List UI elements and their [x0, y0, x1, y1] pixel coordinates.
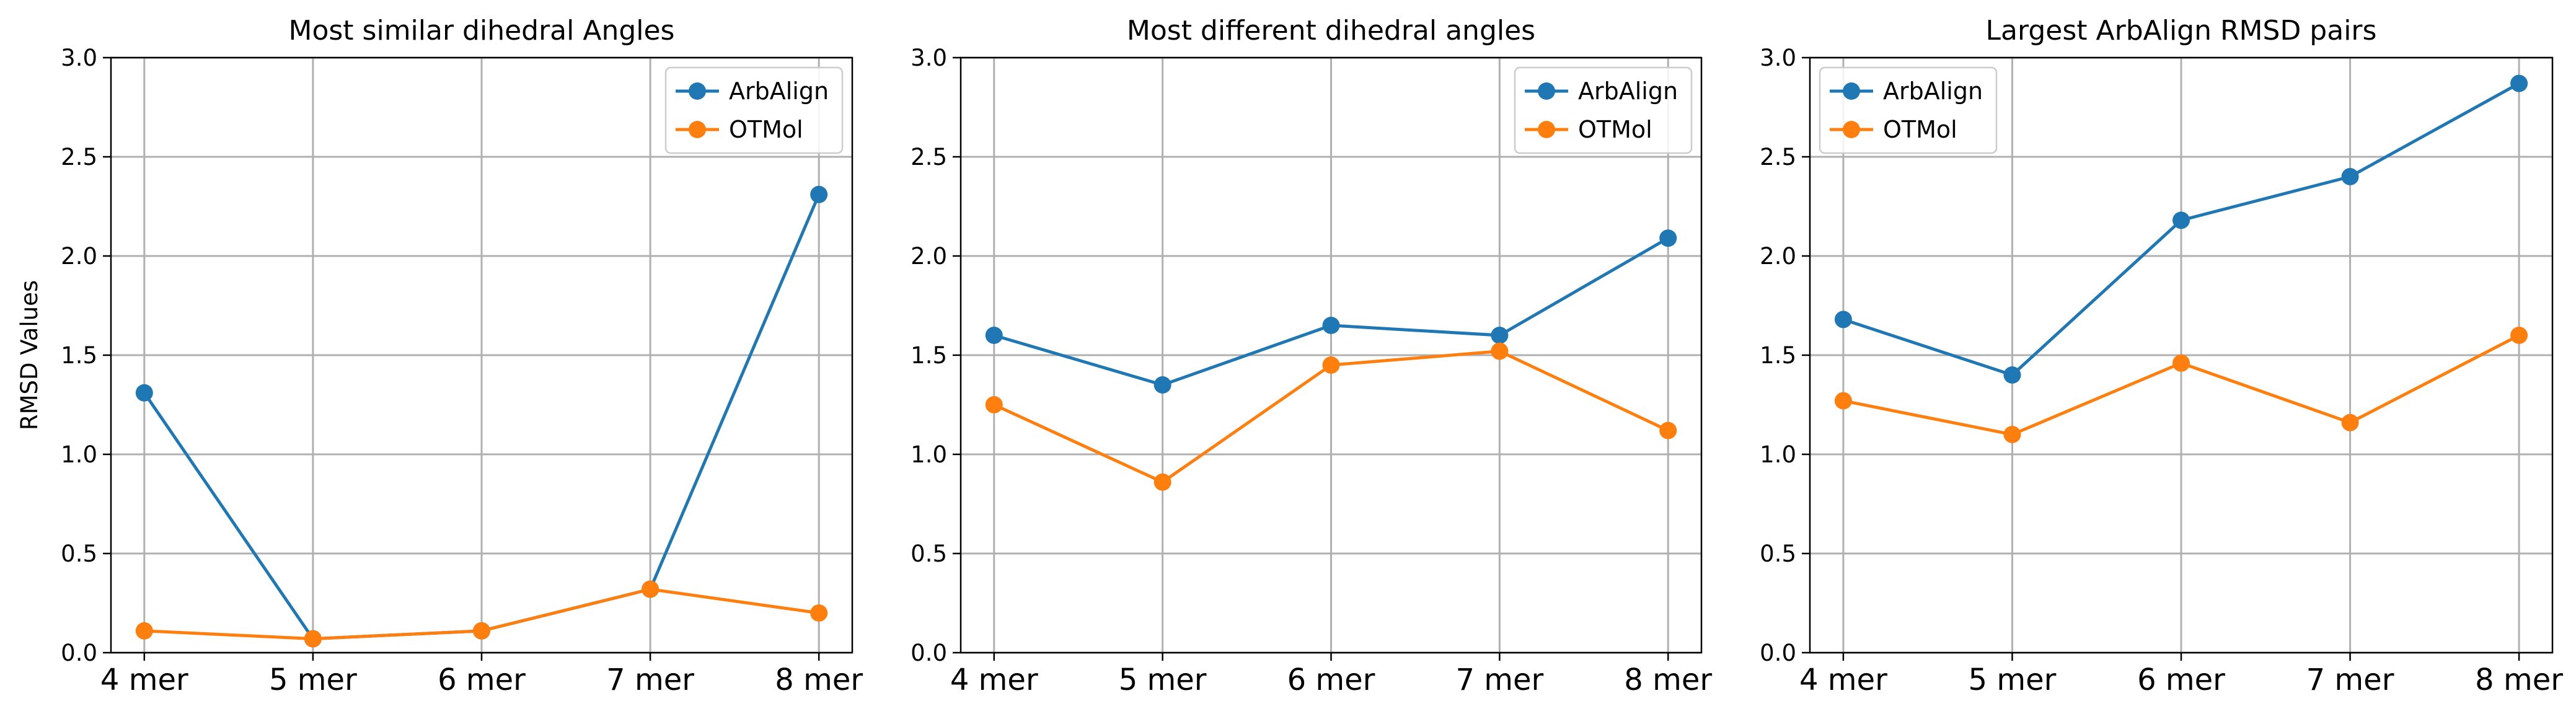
legend-label: ArbAlign	[729, 77, 829, 105]
y-tick-label: 0.0	[911, 640, 947, 666]
data-point-otmol	[2172, 354, 2190, 372]
chart-title: Largest ArbAlign RMSD pairs	[1986, 15, 2377, 46]
x-tick-label: 7 mer	[1455, 663, 1543, 697]
data-point-arbalign	[2510, 74, 2528, 92]
y-tick-label: 3.0	[61, 45, 97, 71]
y-tick-label: 2.0	[61, 243, 97, 270]
y-tick-label: 3.0	[1760, 45, 1796, 71]
x-tick-label: 5 mer	[269, 663, 357, 697]
x-tick-label: 8 mer	[775, 663, 863, 697]
data-point-otmol	[2003, 426, 2021, 443]
chart-panel-3: 0.0 0.5 1.0 1.5 2.0 2.5 3.0 4 mer 5 mer 6 mer 7 me…	[1760, 15, 2563, 697]
legend: ArbAlign OTMol	[1819, 66, 1998, 154]
y-tick-label: 1.5	[911, 342, 947, 369]
legend-box	[1819, 66, 1998, 154]
data-point-otmol	[810, 604, 828, 622]
chart-title: Most different dihedral angles	[1127, 15, 1535, 46]
x-tick-label: 8 mer	[1624, 663, 1712, 697]
data-point-otmol	[473, 622, 490, 640]
x-tick-label: 6 mer	[2137, 663, 2225, 697]
data-point-arbalign	[985, 327, 1003, 344]
data-point-arbalign	[1322, 317, 1340, 334]
data-point-otmol	[1491, 342, 1509, 360]
legend-marker-arbalign	[689, 82, 706, 100]
data-point-arbalign	[135, 384, 153, 402]
legend-marker-otmol	[1843, 121, 1860, 138]
y-axis-label: RMSD Values	[16, 280, 43, 430]
x-tick-label: 8 mer	[2475, 663, 2563, 697]
data-point-otmol	[1322, 356, 1340, 374]
legend-marker-arbalign	[1538, 82, 1555, 100]
x-tick-label: 4 mer	[100, 663, 188, 697]
data-point-otmol	[1153, 473, 1171, 491]
legend-label: OTMol	[729, 116, 803, 143]
plot-frame	[959, 56, 1703, 654]
data-point-arbalign	[2341, 168, 2359, 185]
x-tick-label: 7 mer	[2306, 663, 2394, 697]
x-tick-label: 5 mer	[1969, 663, 2057, 697]
y-tick-label: 0.5	[1760, 540, 1796, 567]
y-tick-label: 0.0	[61, 640, 97, 666]
legend-label: ArbAlign	[1578, 77, 1678, 105]
x-tick-label: 4 mer	[1799, 663, 1887, 697]
data-point-otmol	[1659, 421, 1677, 439]
data-point-otmol	[642, 580, 659, 598]
data-point-otmol	[2341, 413, 2359, 431]
y-tick-label: 1.5	[1760, 342, 1796, 369]
y-tick-label: 2.0	[1760, 243, 1796, 270]
y-tick-label: 0.0	[1760, 640, 1796, 666]
y-tick-label: 2.5	[61, 144, 97, 170]
legend-marker-arbalign	[1843, 82, 1860, 100]
chart-title: Most similar dihedral Angles	[289, 15, 675, 46]
data-point-arbalign	[810, 185, 828, 203]
legend-box	[1514, 66, 1693, 154]
legend-label: OTMol	[1578, 116, 1652, 143]
y-tick-label: 0.5	[911, 540, 947, 567]
data-point-arbalign	[2172, 211, 2190, 229]
y-tick-label: 1.0	[1760, 441, 1796, 468]
data-point-otmol	[135, 622, 153, 640]
x-tick-label: 6 mer	[438, 663, 526, 697]
x-tick-label: 6 mer	[1287, 663, 1375, 697]
legend-marker-otmol	[689, 121, 706, 138]
y-tick-label: 1.0	[911, 441, 947, 468]
legend: ArbAlign OTMol	[664, 66, 844, 154]
data-point-arbalign	[1659, 229, 1677, 247]
x-tick-label: 5 mer	[1119, 663, 1207, 697]
legend-marker-otmol	[1538, 121, 1555, 138]
y-tick-label: 2.5	[1760, 144, 1796, 170]
legend-box	[664, 66, 844, 154]
x-tick-label: 4 mer	[950, 663, 1038, 697]
plot-frame	[110, 56, 854, 654]
data-point-otmol	[985, 396, 1003, 413]
legend: ArbAlign OTMol	[1514, 66, 1693, 154]
y-tick-label: 0.5	[61, 540, 97, 567]
data-point-otmol	[1834, 392, 1852, 410]
y-tick-label: 2.5	[911, 144, 947, 170]
plot-frame	[1809, 56, 2554, 654]
data-point-arbalign	[2003, 366, 2021, 384]
y-tick-label: 1.5	[61, 342, 97, 369]
y-tick-label: 2.0	[911, 243, 947, 270]
y-tick-label: 1.0	[61, 441, 97, 468]
data-point-otmol	[2510, 327, 2528, 344]
data-point-otmol	[304, 630, 322, 648]
chart-panel-1: 0.0 0.5 1.0 1.5 2.0 2.5 3.0 4 mer 5 mer 6 mer 7 me…	[16, 15, 863, 697]
x-tick-label: 7 mer	[606, 663, 694, 697]
data-point-arbalign	[1491, 327, 1509, 344]
legend-label: OTMol	[1883, 116, 1957, 143]
data-point-arbalign	[1153, 376, 1171, 394]
chart-panel-2: 0.0 0.5 1.0 1.5 2.0 2.5 3.0 4 mer 5 mer 6 mer 7 me…	[911, 15, 1712, 697]
legend-label: ArbAlign	[1883, 77, 1983, 105]
data-point-arbalign	[1834, 311, 1852, 329]
y-tick-label: 3.0	[911, 45, 947, 71]
